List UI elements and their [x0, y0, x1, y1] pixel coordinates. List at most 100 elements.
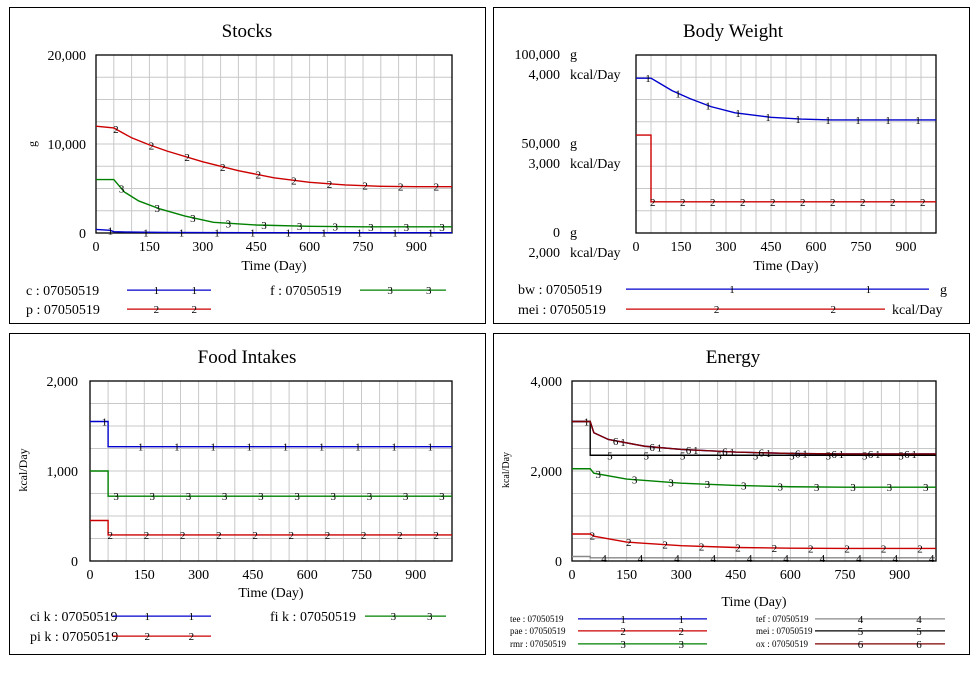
body-weight-y-tick-label-g: 0 — [553, 226, 560, 241]
stocks-series-marker-2: 2 — [149, 141, 155, 153]
stocks-x-tick-label: 600 — [299, 240, 320, 255]
energy-series-marker-5: 5 — [753, 450, 759, 462]
energy-y-tick-label: 4,000 — [531, 375, 563, 390]
food-intakes-series-marker-1: 1 — [283, 442, 289, 454]
food-intakes-series-marker-2: 2 — [144, 530, 150, 542]
food-intakes-series-line-3 — [90, 470, 452, 497]
food-intakes-series-marker-2: 2 — [252, 530, 258, 542]
energy-series-marker-6: 6 — [686, 445, 692, 457]
energy-legend-label: tee : 07050519 — [510, 614, 564, 624]
body-weight-series-marker-2: 2 — [740, 197, 746, 209]
food-intakes-series-marker-2: 2 — [433, 530, 439, 542]
body-weight-y-tick-label-kcal: 4,000 — [529, 68, 561, 83]
energy-series-marker-2: 2 — [590, 530, 596, 542]
body-weight-series-marker-1: 1 — [855, 115, 861, 127]
stocks-x-tick-label: 150 — [139, 240, 160, 255]
energy-series-marker-6: 6 — [904, 449, 910, 461]
food-intakes-series-line-2 — [90, 519, 452, 536]
body-weight-series-line-1 — [636, 77, 936, 121]
energy-series-marker-4: 4 — [892, 553, 898, 565]
food-intakes-x-tick-label: 600 — [297, 568, 318, 583]
food-intakes-series-marker-3: 3 — [113, 491, 119, 503]
energy-series-marker-1: 1 — [584, 417, 590, 429]
stocks-x-tick-label: 750 — [353, 240, 374, 255]
body-weight-plot-frame — [635, 54, 937, 234]
food-intakes-x-tick-label: 750 — [351, 568, 372, 583]
stocks-series-marker-2: 2 — [362, 181, 368, 193]
stocks-y-tick-label: 20,000 — [48, 49, 87, 64]
energy-series-marker-3: 3 — [705, 479, 711, 491]
body-weight-legend-label: bw : 07050519 — [518, 283, 602, 298]
energy-series-marker-3: 3 — [741, 481, 747, 493]
stocks-y-tick-label: 10,000 — [48, 138, 87, 153]
food-intakes-series-marker-1: 1 — [138, 442, 144, 454]
energy-series-marker-5: 5 — [607, 450, 613, 462]
energy-title: Energy — [706, 347, 761, 368]
body-weight-legend-label: mei : 07050519 — [518, 303, 606, 318]
food-intakes-series-marker-1: 1 — [210, 442, 216, 454]
energy-series-marker-5: 5 — [826, 450, 832, 462]
food-intakes-legend-marker: 3 — [427, 611, 433, 623]
energy-series-marker-3: 3 — [850, 482, 856, 494]
energy-series-marker-6: 6 — [613, 436, 619, 448]
energy-legend-marker: 1 — [678, 614, 684, 626]
stocks-series-marker-3: 3 — [404, 222, 410, 234]
body-weight-series-marker-1: 1 — [705, 100, 711, 112]
body-weight-series-marker-1: 1 — [645, 73, 651, 85]
body-weight-series-marker-2: 2 — [890, 197, 896, 209]
energy-legend-marker: 3 — [620, 639, 626, 651]
food-intakes-x-axis-label: Time (Day) — [238, 586, 304, 601]
food-intakes-title: Food Intakes — [198, 347, 297, 368]
stocks-x-axis-label: Time (Day) — [241, 259, 307, 274]
food-intakes-x-tick-label: 450 — [242, 568, 263, 583]
food-intakes-series-marker-1: 1 — [355, 442, 361, 454]
food-intakes-series-marker-1: 1 — [319, 442, 325, 454]
stocks-legend-marker: 3 — [426, 285, 432, 297]
body-weight-series-marker-2: 2 — [710, 197, 716, 209]
body-weight-y-tick-label-g: 100,000 — [515, 48, 561, 63]
energy-x-tick-label: 750 — [835, 568, 856, 583]
energy-series-marker-4: 4 — [929, 553, 935, 565]
energy-legend-label: tef : 07050519 — [756, 614, 809, 624]
energy-series-marker-2: 2 — [808, 543, 814, 555]
energy-series-marker-3: 3 — [632, 475, 638, 487]
energy-series-marker-6: 6 — [831, 449, 837, 461]
body-weight-legend-marker: 1 — [866, 284, 872, 296]
stocks-legend-marker: 2 — [191, 304, 197, 316]
energy-legend-label: ox : 07050519 — [756, 639, 809, 649]
stocks-series-marker-3: 3 — [297, 221, 303, 233]
energy-x-tick-label: 450 — [725, 568, 746, 583]
energy-x-tick-label: 0 — [569, 568, 576, 583]
energy-series-marker-1: 1 — [729, 447, 735, 459]
stocks-series-marker-1: 1 — [428, 228, 434, 240]
stocks-y-axis-unit: g — [25, 141, 39, 147]
body-weight-series-line-2 — [636, 134, 936, 203]
body-weight-series-marker-1: 1 — [735, 108, 741, 120]
energy-legend-marker: 3 — [678, 639, 684, 651]
food-intakes-series-marker-1: 1 — [102, 417, 108, 429]
energy-series-marker-2: 2 — [699, 541, 705, 553]
body-weight-x-tick-label: 900 — [896, 240, 917, 255]
body-weight-y-tick-unit-kcal: kcal/Day — [570, 68, 621, 83]
food-intakes-series-marker-1: 1 — [247, 442, 253, 454]
energy-x-tick-label: 300 — [671, 568, 692, 583]
body-weight-x-tick-label: 600 — [806, 240, 827, 255]
body-weight-series-marker-1: 1 — [825, 115, 831, 127]
body-weight-series-marker-1: 1 — [675, 88, 681, 100]
energy-series-marker-3: 3 — [923, 482, 929, 494]
food-intakes-series-marker-2: 2 — [180, 530, 186, 542]
energy-series-marker-6: 6 — [759, 448, 765, 460]
stocks-series-marker-2: 2 — [434, 182, 440, 194]
stocks-series-marker-2: 2 — [256, 170, 262, 182]
body-weight-series-marker-2: 2 — [680, 197, 686, 209]
energy-series-line-2 — [572, 533, 936, 550]
body-weight-y-tick-label-g: 50,000 — [522, 137, 561, 152]
stocks-legend-marker: 3 — [387, 285, 393, 297]
body-weight-y-tick-unit-kcal: kcal/Day — [570, 246, 621, 261]
energy-series-marker-5: 5 — [716, 450, 722, 462]
energy-legend-marker: 5 — [916, 626, 922, 638]
energy-legend-label: mei : 07050519 — [756, 626, 813, 636]
energy-y-tick-label: 0 — [555, 555, 562, 570]
energy-x-axis-label: Time (Day) — [721, 595, 787, 610]
